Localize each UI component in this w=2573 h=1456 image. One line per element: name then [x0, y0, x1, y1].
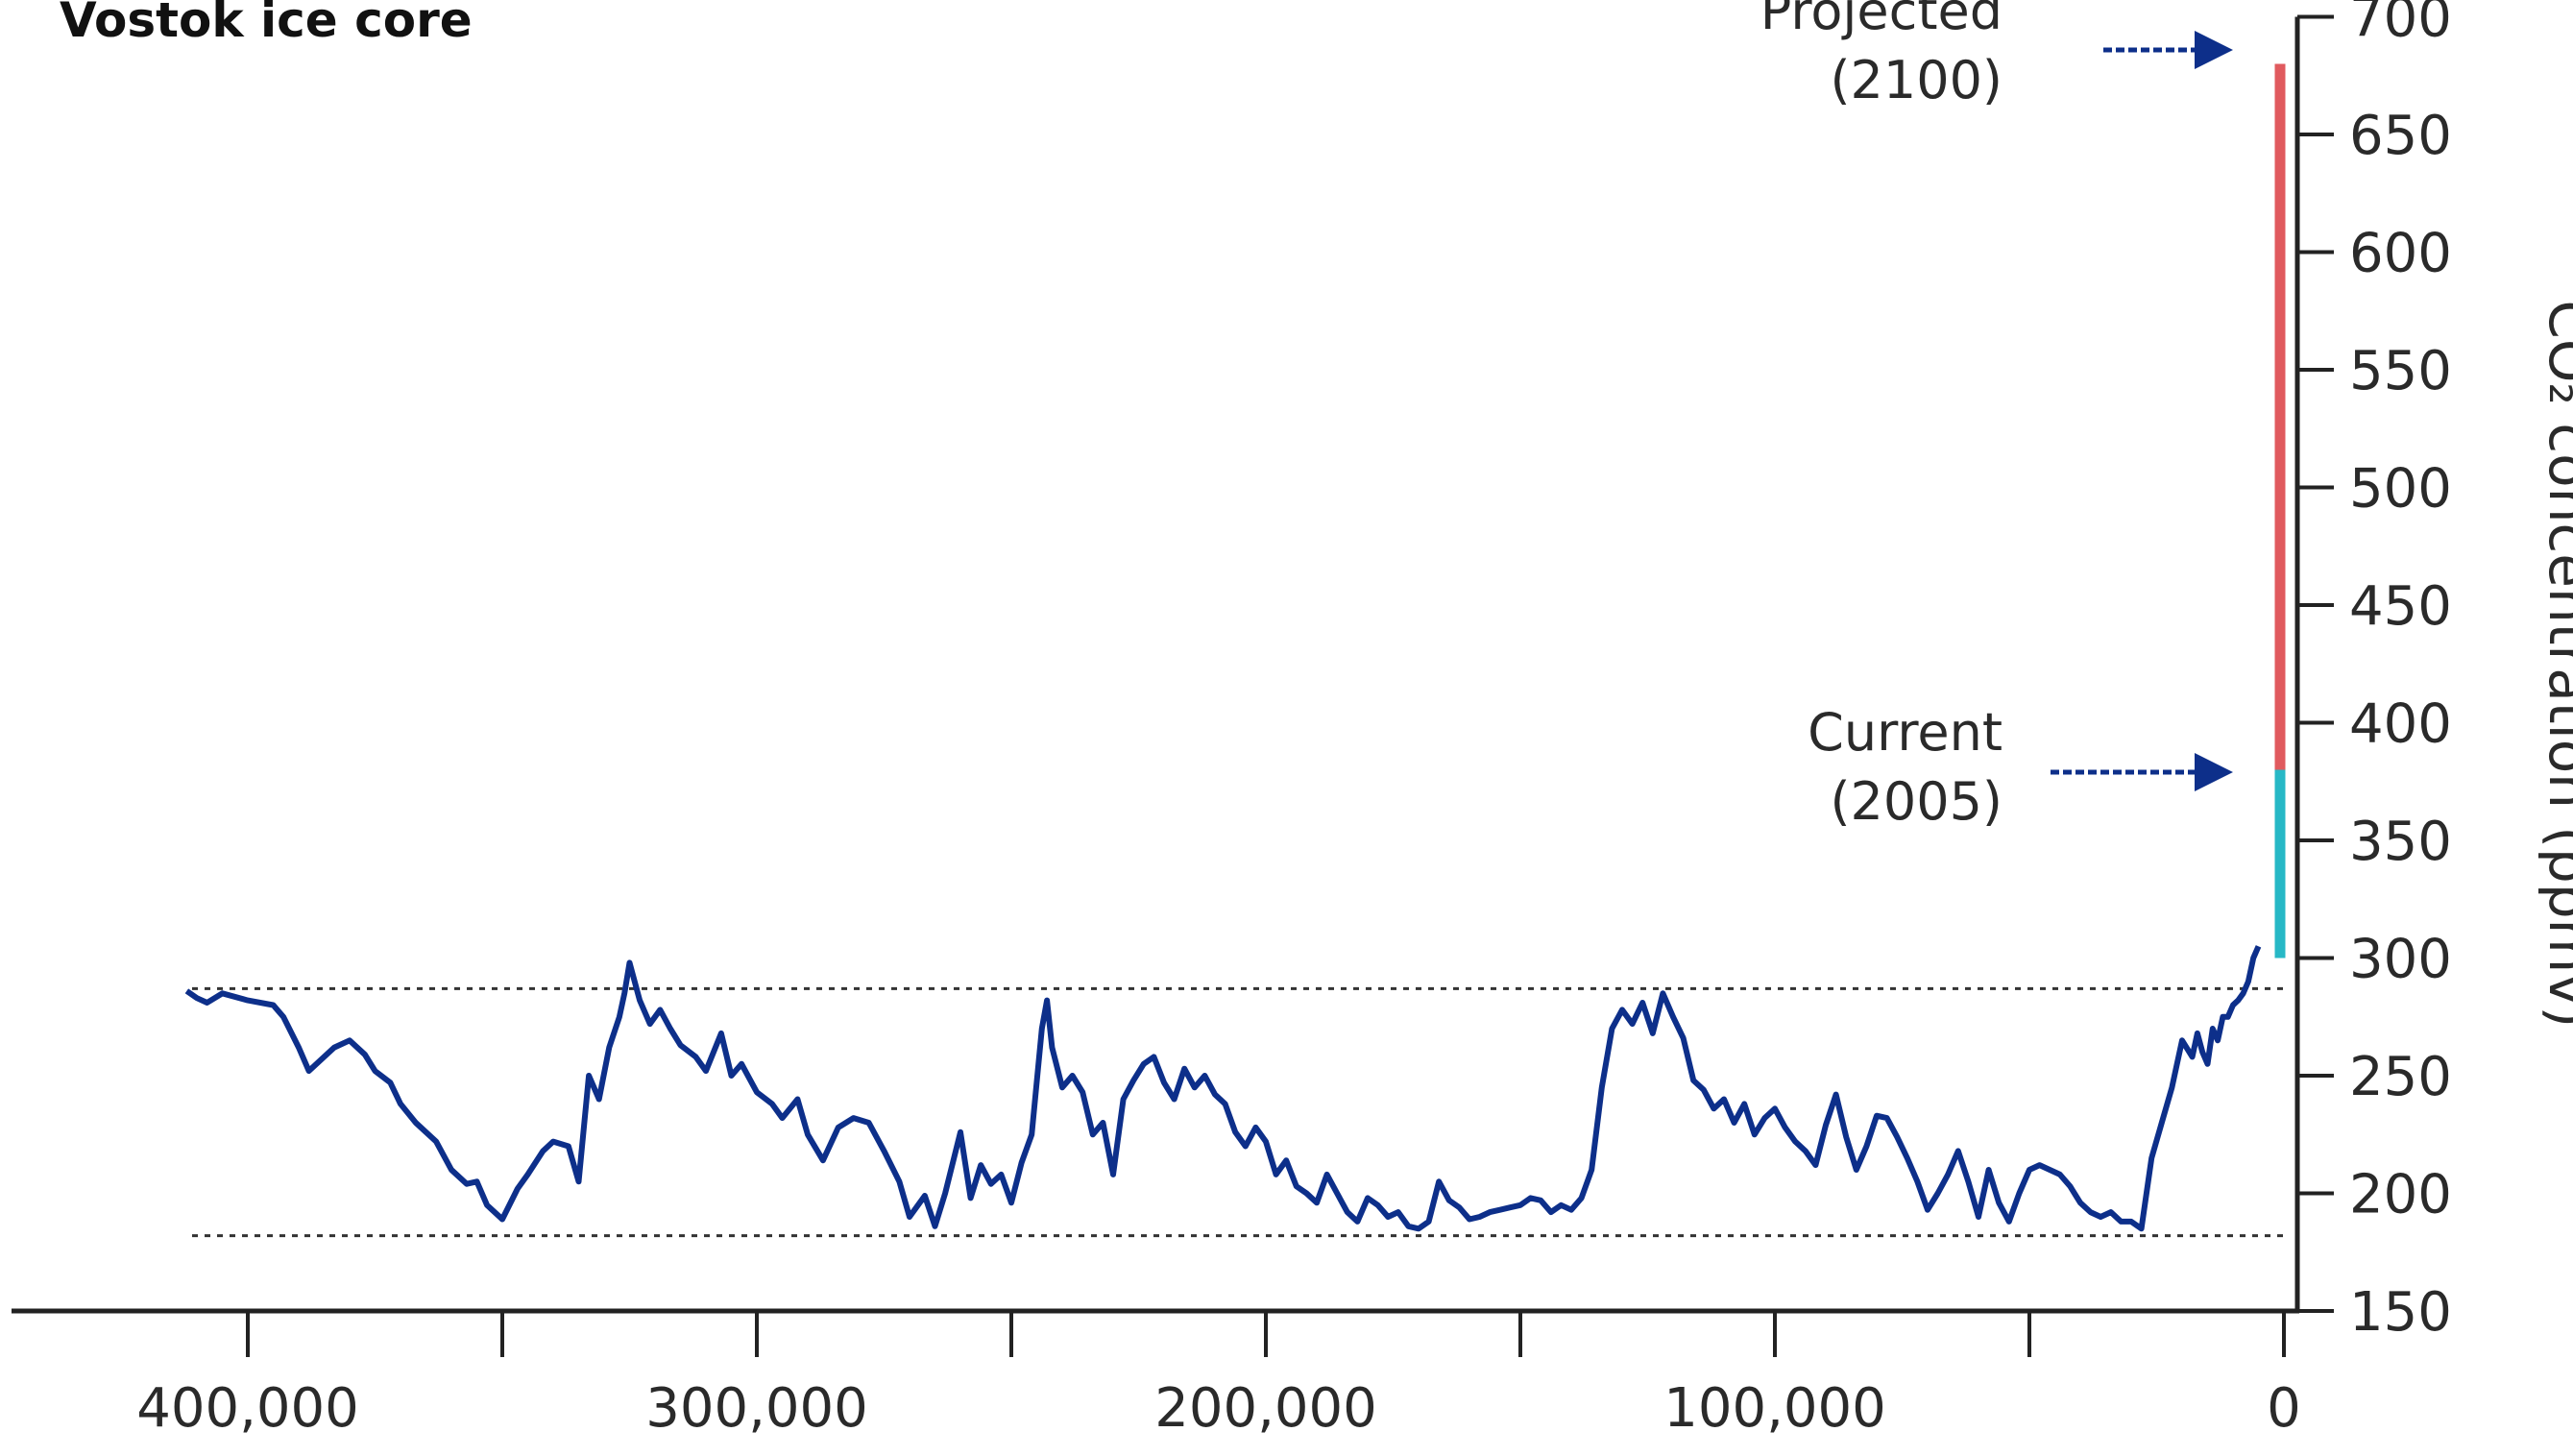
y-tick-label: 450	[2349, 575, 2452, 638]
x-ticks	[246, 1311, 2286, 1357]
y-tick-label: 400	[2349, 693, 2452, 756]
y-tick-label: 700	[2349, 0, 2452, 50]
x-tick-labels: 400,000 300,000 200,000 100,000 0	[136, 1377, 2301, 1440]
x-tick-label: 400,000	[136, 1377, 359, 1440]
y-tick-label: 300	[2349, 929, 2452, 991]
x-tick-label: 300,000	[645, 1377, 868, 1440]
y-tick-label: 150	[2349, 1281, 2452, 1344]
chart-title: Vostok ice core	[60, 0, 473, 48]
y-tick-label: 650	[2349, 105, 2452, 167]
y-tick-label: 200	[2349, 1164, 2452, 1226]
x-tick-label: 100,000	[1663, 1377, 1886, 1440]
y-axis-label: CO₂ concentration (ppmv)	[2537, 300, 2573, 1028]
current-label-line1: Current	[1808, 702, 2003, 763]
y-tick-labels: 150 200 250 300 350 400 450 500 550 600 650 700	[2349, 0, 2452, 1344]
projected-label-line2: (2100)	[1830, 50, 2003, 110]
y-tick-label: 250	[2349, 1046, 2452, 1108]
projected-label-line1: Projected	[1760, 0, 2003, 41]
x-tick-label: 0	[2267, 1377, 2301, 1440]
y-tick-label: 500	[2349, 458, 2452, 521]
y-tick-label: 350	[2349, 811, 2452, 873]
current-label-line2: (2005)	[1830, 771, 2003, 832]
y-tick-label: 600	[2349, 223, 2452, 285]
y-tick-label: 550	[2349, 340, 2452, 402]
x-tick-label: 200,000	[1154, 1377, 1377, 1440]
y-ticks	[2297, 14, 2334, 1313]
vostok-co2-series-line	[184, 945, 2262, 1232]
